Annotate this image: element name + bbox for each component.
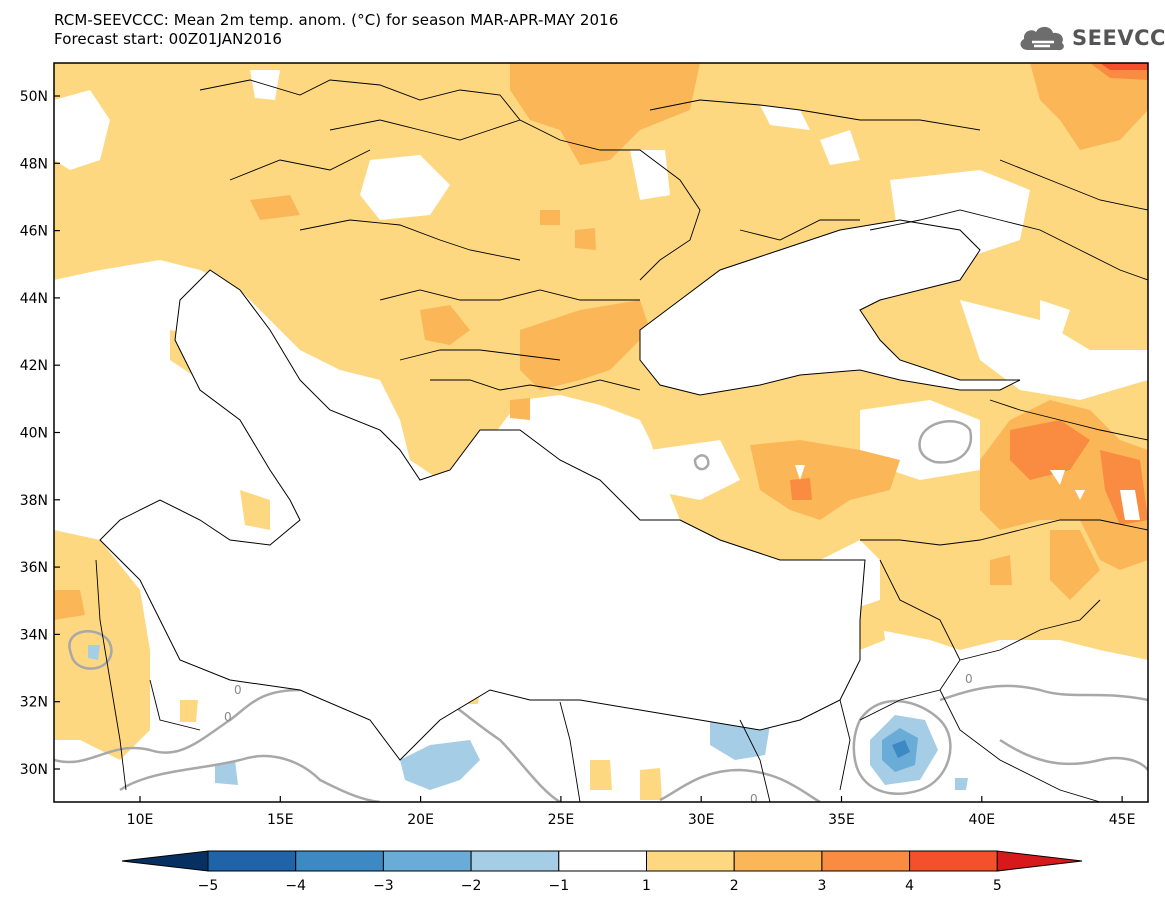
anomaly-4-5-regions bbox=[1100, 63, 1148, 70]
lat-label: 48N bbox=[20, 156, 48, 172]
lon-label: 25E bbox=[548, 812, 575, 828]
lon-label: 35E bbox=[828, 812, 855, 828]
lat-label: 36N bbox=[20, 560, 48, 576]
colorbar-tick-label: −1 bbox=[548, 878, 569, 894]
lat-label: 42N bbox=[20, 358, 48, 374]
title-line-2: Forecast start: 00Z01JAN2016 bbox=[54, 30, 283, 48]
lat-label: 32N bbox=[20, 695, 48, 711]
lon-label: 20E bbox=[407, 812, 434, 828]
colorbar-tick-label: −4 bbox=[285, 878, 306, 894]
near-zero-regions bbox=[54, 70, 1148, 500]
colorbar-tick-label: 5 bbox=[993, 878, 1002, 894]
colorbar-low-arrow bbox=[121, 850, 209, 872]
lat-label: 50N bbox=[20, 89, 48, 105]
logo-text: SEEVCCC bbox=[1072, 26, 1165, 50]
title-line-1: RCM-SEEVCCC: Mean 2m temp. anom. (°C) fo… bbox=[54, 11, 619, 29]
lon-label: 15E bbox=[267, 812, 294, 828]
lon-label: 45E bbox=[1109, 812, 1136, 828]
latitude-axis: 50N 48N 46N 44N 42N 40N 38N 36N 34N 32N 30N bbox=[20, 89, 60, 778]
colorbar-tick-label: 1 bbox=[642, 878, 651, 894]
colorbar-tick-label: −3 bbox=[373, 878, 394, 894]
colorbar-tick-label: −5 bbox=[198, 878, 219, 894]
colorbar-bin bbox=[558, 850, 647, 872]
colorbar-tick-label: −2 bbox=[461, 878, 482, 894]
colorbar-high-arrow bbox=[996, 850, 1083, 872]
lon-label: 30E bbox=[688, 812, 715, 828]
cloud-icon bbox=[1020, 26, 1064, 51]
colorbar-bin bbox=[821, 850, 911, 872]
sea-areas bbox=[99, 219, 1021, 761]
lon-label: 40E bbox=[968, 812, 995, 828]
colorbar-tick-label: 2 bbox=[730, 878, 739, 894]
contour-label: 0 bbox=[965, 672, 973, 686]
colorbar-bin bbox=[295, 850, 384, 872]
colorbar-bin bbox=[382, 850, 472, 872]
anomaly-field bbox=[54, 63, 1148, 802]
map-title: RCM-SEEVCCC: Mean 2m temp. anom. (°C) fo… bbox=[54, 11, 618, 49]
lon-label: 10E bbox=[127, 812, 154, 828]
contour-label: 0 bbox=[750, 792, 758, 806]
longitude-axis: 10E 15E 20E 25E 30E 35E 40E 45E bbox=[127, 796, 1136, 828]
contour-label: 0 bbox=[234, 683, 242, 697]
colorbar-bin bbox=[733, 850, 823, 872]
colorbar-bin bbox=[646, 850, 735, 872]
colorbar-bin bbox=[207, 850, 297, 872]
colorbar-bin bbox=[909, 850, 998, 872]
colorbar: −5 −4 −3 −2 −1 1 2 3 4 5 bbox=[121, 850, 1083, 894]
borders bbox=[95, 79, 1148, 802]
contour-labels: 0 0 0 0 bbox=[224, 672, 973, 806]
lat-label: 46N bbox=[20, 224, 48, 240]
colorbar-tick-label: 3 bbox=[817, 878, 826, 894]
lat-label: 44N bbox=[20, 291, 48, 307]
seevccc-logo: SEEVCCC bbox=[1016, 18, 1165, 58]
lat-label: 34N bbox=[20, 627, 48, 643]
contour-label: 0 bbox=[224, 710, 232, 724]
lat-label: 40N bbox=[20, 426, 48, 442]
colorbar-bin bbox=[470, 850, 560, 872]
lat-label: 38N bbox=[20, 493, 48, 509]
colorbar-tick-label: 4 bbox=[905, 878, 914, 894]
lat-label: 30N bbox=[20, 762, 48, 778]
near-zero-spots bbox=[795, 465, 1140, 520]
anomaly-2-3-regions bbox=[54, 63, 1148, 620]
anomaly-neg-3-4-regions bbox=[892, 740, 910, 758]
